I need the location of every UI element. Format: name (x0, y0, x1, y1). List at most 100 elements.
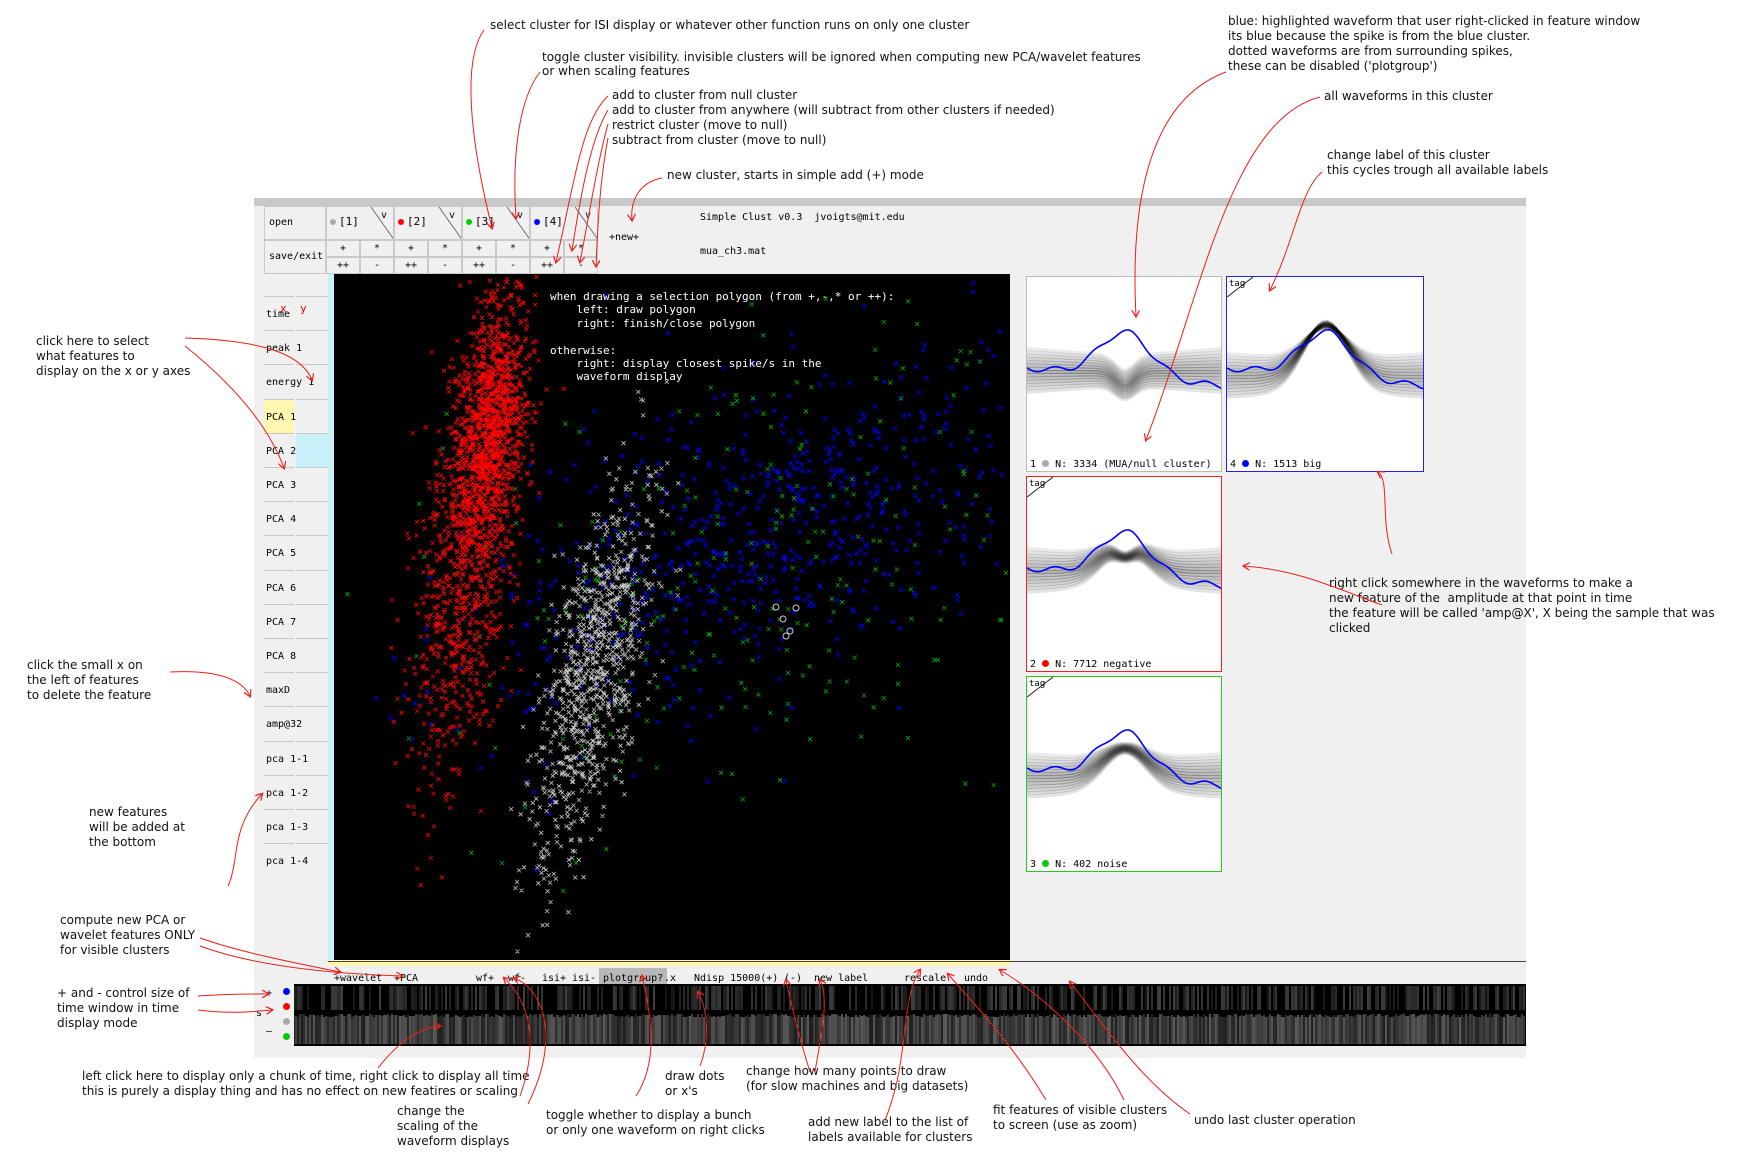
time-display[interactable] (294, 984, 1526, 1046)
feature-y-select[interactable] (296, 398, 328, 433)
feature-item[interactable]: pca 1-2 (264, 774, 308, 809)
cluster-tag[interactable]: tag (1029, 479, 1046, 489)
rescale-button[interactable]: rescale (904, 973, 947, 984)
feature-y-select[interactable] (296, 740, 328, 775)
cluster-label[interactable]: N: 3334 (MUA/null cluster) (1055, 459, 1212, 470)
cluster-visibility-toggle[interactable]: v (381, 210, 388, 221)
cluster-select-label[interactable]: [1] (339, 215, 359, 228)
cluster-add-anywhere-button[interactable]: ++ (530, 257, 564, 274)
feature-y-select[interactable] (296, 603, 328, 638)
feature-item[interactable]: maxD (264, 672, 294, 706)
cluster-restrict-button[interactable]: * (496, 240, 530, 257)
cluster-visibility-toggle[interactable]: v (517, 210, 524, 221)
waveform-density (1227, 319, 1423, 399)
cluster-tag[interactable]: tag (1029, 679, 1046, 689)
cluster-visibility-toggle[interactable]: v (585, 210, 592, 221)
time-window-s[interactable]: s (256, 1008, 263, 1019)
feature-item[interactable]: PCA 4 (264, 501, 296, 535)
feature-item[interactable]: PCA 3 (264, 467, 296, 501)
tag-corner-line (1027, 477, 1054, 498)
feature-item[interactable]: peak 1 (264, 330, 302, 364)
wf-plus-button[interactable]: wf+ (476, 973, 495, 984)
waveform-panel-3[interactable]: tag 3 N: 402 noise (1026, 676, 1222, 872)
cluster-restrict-button[interactable]: * (564, 240, 598, 257)
time-window-minus[interactable]: – (266, 1026, 273, 1037)
cluster-add-anywhere-button[interactable]: ++ (326, 257, 360, 274)
feature-y-select[interactable] (296, 330, 328, 364)
cluster-restrict-button[interactable]: * (360, 240, 394, 257)
open-button[interactable]: open (264, 206, 326, 240)
cluster-subtract-button[interactable]: - (496, 257, 530, 274)
highlighted-waveform (1027, 529, 1221, 589)
feature-item[interactable]: energy 1 (264, 364, 314, 398)
feature-item[interactable]: pca 1-1 (264, 740, 308, 775)
wavelet-button[interactable]: +wavelet (334, 973, 383, 984)
highlight-circle (772, 603, 780, 611)
feature-item[interactable]: amp@32 (264, 706, 302, 740)
cluster-visibility-toggle[interactable]: v (449, 210, 456, 221)
cluster-select-button[interactable]: [1] (330, 215, 359, 228)
ndisp-plus-button[interactable]: Ndisp 15000(+) (694, 973, 779, 984)
feature-y-select[interactable] (296, 706, 328, 740)
cluster-restrict-button[interactable]: * (428, 240, 462, 257)
cluster-add-button[interactable]: + (326, 240, 360, 257)
feature-item[interactable]: PCA 8 (264, 638, 296, 672)
new-cluster-button[interactable]: +new+ (600, 206, 648, 274)
feature-item[interactable]: pca 1-3 (264, 809, 308, 843)
cluster-subtract-button[interactable]: - (360, 257, 394, 274)
feature-item[interactable]: PCA 2 (264, 432, 296, 467)
feature-scatter-plot[interactable] (334, 274, 1010, 960)
feature-item[interactable]: PCA 7 (264, 603, 296, 638)
feature-y-select[interactable] (296, 774, 328, 809)
new-label-button[interactable]: new label (814, 973, 869, 984)
feature-y-select[interactable] (296, 672, 328, 706)
file-name: mua_ch3.mat (700, 246, 767, 257)
cluster-label[interactable]: N: 7712 negative (1055, 659, 1152, 670)
save-exit-button[interactable]: save/exit (264, 240, 326, 274)
cluster-1-header[interactable]: [1] v (326, 206, 394, 240)
cluster-label[interactable]: N: 402 noise (1055, 859, 1128, 870)
cluster-add-anywhere-button[interactable]: ++ (462, 257, 496, 274)
feature-item[interactable]: PCA 5 (264, 535, 296, 569)
cluster-label[interactable]: N: 1513 big (1255, 459, 1322, 470)
cluster-select-label[interactable]: [2] (407, 215, 427, 228)
cluster-tag[interactable]: tag (1229, 279, 1246, 289)
feature-y-select[interactable] (296, 535, 328, 569)
feature-y-select[interactable] (296, 296, 328, 330)
cluster-4-header[interactable]: [4] v (530, 206, 598, 240)
cluster-3-header[interactable]: [3] v (462, 206, 530, 240)
feature-item[interactable]: PCA 1 (264, 398, 296, 433)
cluster-select-button[interactable]: [2] (398, 215, 427, 228)
pca-button[interactable]: +PCA (394, 973, 419, 984)
feature-y-select[interactable] (296, 843, 328, 877)
feature-y-select[interactable] (296, 467, 328, 501)
scatter-points (508, 379, 683, 954)
waveform-panel-1[interactable]: 1 N: 3334 (MUA/null cluster) (1026, 276, 1222, 472)
cluster-add-button[interactable]: + (462, 240, 496, 257)
feature-y-select[interactable] (296, 432, 328, 467)
feature-y-select[interactable] (296, 638, 328, 672)
cluster-add-anywhere-button[interactable]: ++ (394, 257, 428, 274)
feature-item[interactable]: pca 1-4 (264, 843, 308, 877)
feature-item[interactable]: PCA 6 (264, 569, 296, 604)
cluster-add-button[interactable]: + (394, 240, 428, 257)
isi-minus-button[interactable]: isi- (572, 973, 597, 984)
time-cluster-dot (283, 1018, 290, 1025)
isi-plus-button[interactable]: isi+ (542, 973, 567, 984)
feature-y-select[interactable] (296, 809, 328, 843)
annotation-amp-feature: right click somewhere in the waveforms t… (1329, 576, 1715, 635)
highlight-circle (786, 627, 794, 635)
cluster-subtract-button[interactable]: - (564, 257, 598, 274)
feature-y-select[interactable] (296, 569, 328, 604)
dots-toggle-button[interactable]: .x (664, 973, 677, 984)
ndisp-minus-button[interactable]: (-) (784, 973, 803, 984)
waveform-panel-2[interactable]: tag 2 N: 7712 negative (1026, 476, 1222, 672)
cluster-add-button[interactable]: + (530, 240, 564, 257)
cluster-subtract-button[interactable]: - (428, 257, 462, 274)
feature-y-select[interactable] (296, 501, 328, 535)
cluster-2-header[interactable]: [2] v (394, 206, 462, 240)
feature-item[interactable]: time (264, 296, 294, 330)
time-window-plus[interactable]: + (266, 988, 273, 999)
feature-y-select[interactable] (296, 364, 328, 398)
waveform-panel-4[interactable]: tag 4 N: 1513 big (1226, 276, 1424, 472)
